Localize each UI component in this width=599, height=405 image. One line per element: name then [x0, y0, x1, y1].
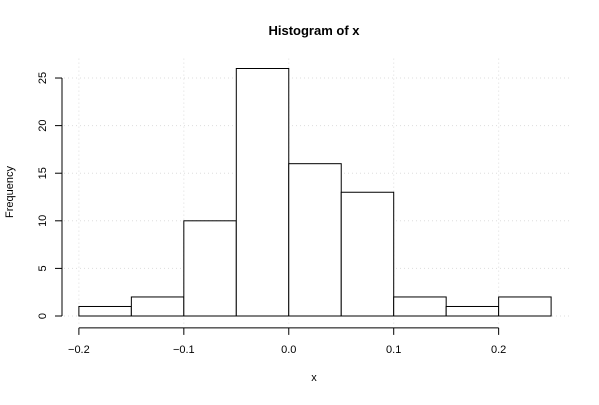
y-tick-label: 15 [37, 167, 49, 179]
bar [288, 163, 342, 317]
bar [340, 191, 395, 317]
y-axis-label: Frequency [4, 166, 16, 218]
x-tick-label: 0.2 [491, 344, 506, 356]
bar [235, 68, 290, 317]
y-tick-label: 25 [37, 72, 49, 84]
bar [393, 296, 447, 317]
bar [183, 220, 237, 317]
chart-title: Histogram of x [268, 23, 360, 38]
bar [130, 296, 185, 317]
x-tick-label: 0.1 [386, 344, 401, 356]
bar [498, 296, 552, 317]
bar [445, 305, 500, 317]
y-tick-label: 0 [37, 313, 49, 319]
x-tick-label: −0.1 [173, 344, 195, 356]
x-axis-label: x [311, 372, 317, 384]
x-tick-label: 0.0 [281, 344, 296, 356]
y-tick-label: 5 [37, 265, 49, 271]
y-tick-label: 10 [37, 215, 49, 227]
y-tick-label: 20 [37, 119, 49, 131]
x-tick-label: −0.2 [68, 344, 90, 356]
bar [78, 305, 132, 317]
